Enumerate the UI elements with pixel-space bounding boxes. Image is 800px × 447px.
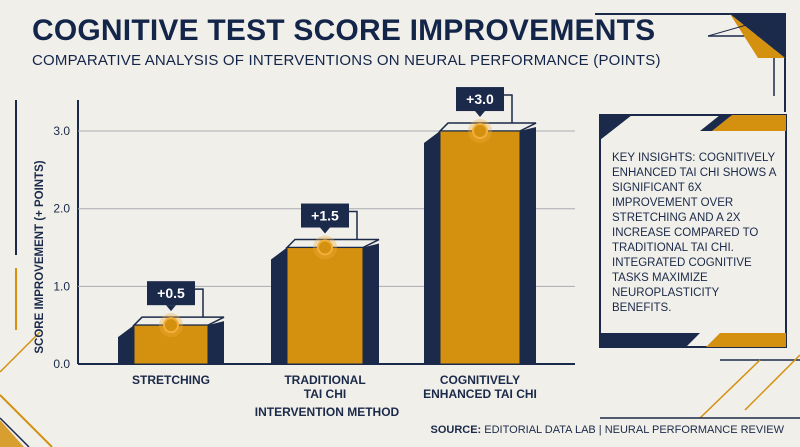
- bar-side-right: [208, 321, 224, 364]
- bar: [286, 247, 364, 365]
- key-insights-text: KEY INSIGHTS: COGNITIVELY ENHANCED TAI C…: [612, 152, 776, 314]
- x-tick-label: COGNITIVELY: [440, 373, 520, 387]
- bar-side-left: [424, 131, 440, 364]
- data-label: +3.0: [466, 91, 494, 107]
- chart-subtitle: COMPARATIVE ANALYSIS OF INTERVENTIONS ON…: [32, 52, 661, 69]
- x-tick-label: STRETCHING: [132, 373, 210, 387]
- y-tick-label: 1.0: [53, 279, 70, 293]
- data-label-badge: [456, 87, 504, 112]
- data-label-pointer: [166, 305, 176, 312]
- data-label-bracket: [349, 210, 358, 240]
- y-tick-label: 0.0: [53, 357, 70, 371]
- source-text: EDITORIAL DATA LAB | NEURAL PERFORMANCE …: [484, 424, 784, 436]
- bar-marker-dot: [163, 317, 179, 334]
- x-axis-title: INTERVENTION METHOD: [255, 405, 400, 419]
- y-tick-label: 2.0: [53, 202, 70, 216]
- data-label-pointer: [475, 111, 485, 118]
- data-label-bracket: [504, 94, 513, 124]
- data-label-badge: [147, 281, 195, 306]
- bar-marker-dot: [472, 123, 488, 140]
- bar-side-left: [271, 247, 287, 364]
- x-tick-label: TRADITIONAL: [284, 373, 365, 387]
- y-tick-label: 3.0: [53, 124, 70, 138]
- data-label: +0.5: [157, 285, 185, 301]
- x-tick-label: ENHANCED TAI CHI: [423, 387, 537, 401]
- data-label-bracket: [195, 288, 204, 318]
- chart-title: COGNITIVE TEST SCORE IMPROVEMENTS: [32, 14, 656, 47]
- data-label: +1.5: [311, 208, 339, 224]
- y-axis-title: SCORE IMPROVEMENT (+ POINTS): [34, 160, 46, 353]
- bar-side-right: [520, 127, 536, 364]
- source-credit: SOURCE: EDITORIAL DATA LAB | NEURAL PERF…: [430, 424, 784, 436]
- data-label-pointer: [320, 227, 330, 234]
- bar-marker-dot: [317, 239, 333, 256]
- x-tick-label: TAI CHI: [304, 387, 346, 401]
- bar-side-left: [118, 325, 134, 364]
- source-label: SOURCE:: [430, 424, 482, 436]
- bar: [439, 130, 521, 365]
- data-label-badge: [301, 203, 349, 228]
- bar-side-right: [363, 243, 379, 364]
